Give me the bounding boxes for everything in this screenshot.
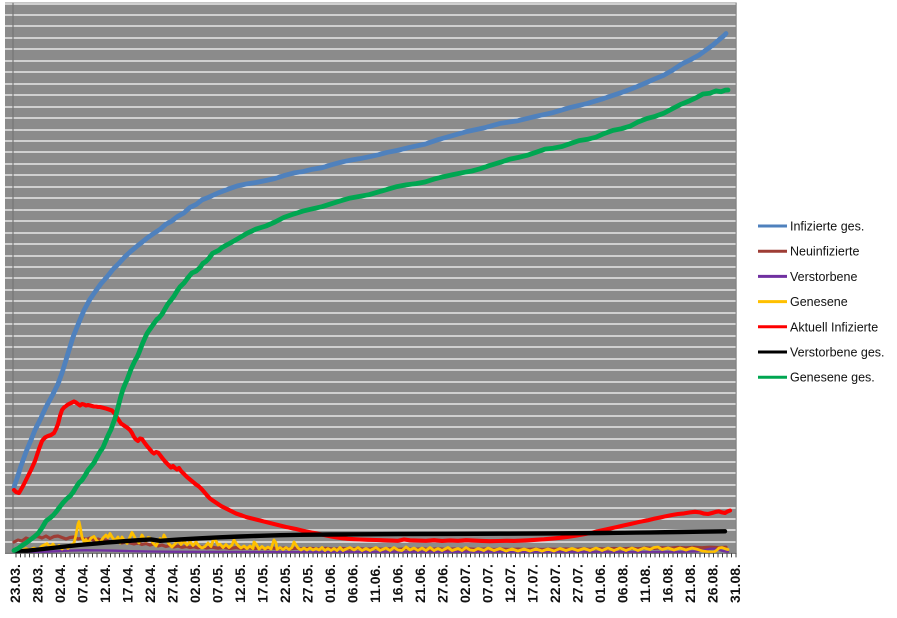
svg-text:11.06.: 11.06.: [367, 565, 383, 603]
svg-text:Verstorbene: Verstorbene: [790, 270, 857, 284]
svg-text:17.05.: 17.05.: [254, 564, 270, 603]
svg-text:01.06.: 01.06.: [322, 564, 338, 603]
svg-text:02.07.: 02.07.: [457, 564, 473, 603]
svg-text:16.06.: 16.06.: [389, 564, 405, 603]
svg-text:26.08.: 26.08.: [704, 564, 720, 603]
svg-text:Verstorbene ges.: Verstorbene ges.: [790, 346, 885, 360]
svg-text:12.07.: 12.07.: [502, 564, 518, 603]
svg-text:16.08.: 16.08.: [659, 564, 675, 603]
svg-text:11.08.: 11.08.: [637, 565, 653, 603]
svg-text:12.05.: 12.05.: [232, 564, 248, 603]
svg-text:Aktuell Infizierte: Aktuell Infizierte: [790, 320, 878, 334]
svg-text:27.06.: 27.06.: [434, 564, 450, 603]
svg-text:21.06.: 21.06.: [412, 564, 428, 603]
svg-text:22.07.: 22.07.: [547, 564, 563, 603]
svg-text:07.07.: 07.07.: [479, 564, 495, 603]
svg-text:22.05.: 22.05.: [277, 564, 293, 603]
svg-text:01.06.: 01.06.: [592, 564, 608, 603]
svg-text:17.04.: 17.04.: [119, 564, 135, 603]
svg-text:Genesene ges.: Genesene ges.: [790, 371, 875, 385]
svg-text:06.08.: 06.08.: [614, 564, 630, 603]
svg-text:Genesene: Genesene: [790, 295, 848, 309]
svg-text:21.08.: 21.08.: [682, 564, 698, 603]
svg-text:31.08.: 31.08.: [727, 564, 743, 603]
svg-text:22.04.: 22.04.: [142, 564, 158, 603]
svg-text:02.05.: 02.05.: [187, 564, 203, 603]
svg-text:07.04.: 07.04.: [74, 564, 90, 603]
svg-text:06.06.: 06.06.: [344, 564, 360, 603]
svg-text:27.07.: 27.07.: [569, 564, 585, 603]
svg-text:07.05.: 07.05.: [209, 564, 225, 603]
svg-text:27.04.: 27.04.: [164, 564, 180, 603]
svg-text:Infizierte ges.: Infizierte ges.: [790, 220, 864, 234]
svg-text:02.04.: 02.04.: [52, 564, 68, 603]
svg-text:12.04.: 12.04.: [97, 564, 113, 603]
svg-text:23.03.: 23.03.: [7, 564, 23, 603]
svg-text:17.07.: 17.07.: [524, 564, 540, 603]
svg-text:27.05.: 27.05.: [299, 564, 315, 603]
svg-text:28.03.: 28.03.: [29, 564, 45, 603]
svg-text:Neuinfizierte: Neuinfizierte: [790, 245, 860, 259]
